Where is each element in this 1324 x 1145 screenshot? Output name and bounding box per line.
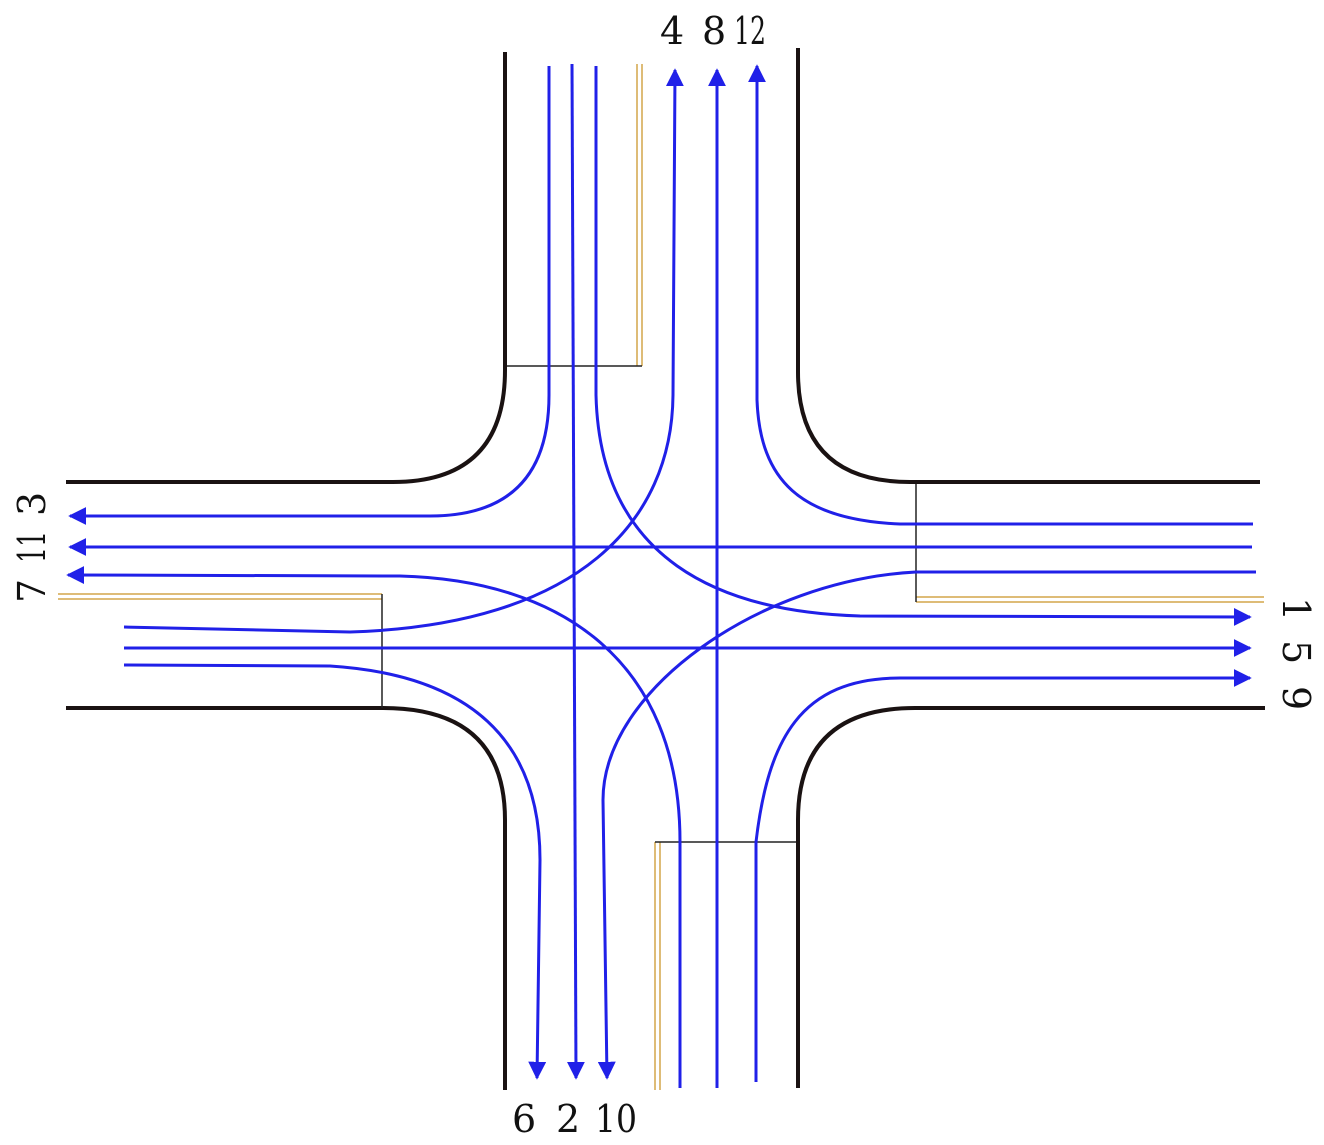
label-south-6: 6 [512,1097,536,1141]
movement-north-through [566,63,585,1080]
road-edge-northwest [66,52,507,484]
movement-paths [66,63,1256,1088]
movement-south-right-to-east [754,669,1252,1082]
road-edges [66,48,1265,1090]
movement-north-right-to-west [68,66,551,525]
label-west-3: 3 [10,492,54,516]
road-edge-northeast [796,48,1260,484]
road-edge-southeast [796,706,1265,1088]
label-south-2: 2 [556,1097,580,1141]
median-west [58,593,382,600]
movement-north-left-to-east [594,66,1252,626]
label-east-9: 9 [1274,686,1318,710]
movement-east-left-to-south [597,570,1256,1080]
label-north-8: 8 [702,9,726,53]
label-east-5: 5 [1274,640,1318,664]
label-north-4: 4 [660,9,684,53]
label-east-1: 1 [1274,597,1318,621]
label-north-12: 12 [734,9,766,53]
movement-west-right-to-south [123,663,547,1080]
label-west-11: 11 [10,531,54,563]
movement-west-left-to-north [123,68,684,634]
median-south [654,842,661,1090]
label-west-7: 7 [10,579,54,603]
label-south-10: 10 [595,1097,637,1141]
stop-lines [381,365,917,843]
road-edge-southwest [66,706,507,1090]
movement-labels: 4 8 12 6 2 10 7 11 3 9 5 1 [10,9,1318,1141]
median-east [916,596,1264,603]
median-north [636,64,643,366]
movement-south-left-to-west [66,566,682,1088]
median-lines [58,64,1264,1090]
movement-east-right-to-north [748,64,1253,526]
